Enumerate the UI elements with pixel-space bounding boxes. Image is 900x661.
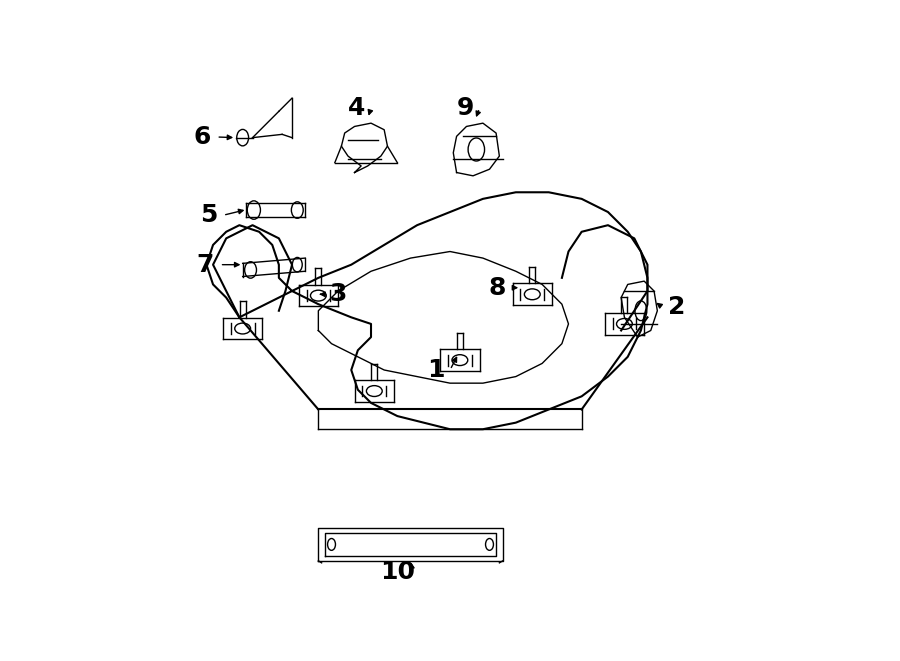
Ellipse shape (292, 257, 302, 272)
Text: 5: 5 (200, 204, 217, 227)
Text: 7: 7 (196, 253, 214, 277)
Ellipse shape (237, 130, 248, 146)
Text: 8: 8 (489, 276, 506, 299)
Text: 9: 9 (456, 96, 473, 120)
Ellipse shape (248, 201, 260, 219)
Ellipse shape (292, 202, 303, 218)
Text: 2: 2 (669, 295, 686, 319)
Ellipse shape (245, 262, 256, 278)
Text: 6: 6 (194, 125, 211, 149)
Text: 4: 4 (347, 96, 365, 120)
Text: 1: 1 (427, 358, 445, 382)
Text: 3: 3 (329, 282, 346, 306)
Text: 10: 10 (381, 560, 416, 584)
